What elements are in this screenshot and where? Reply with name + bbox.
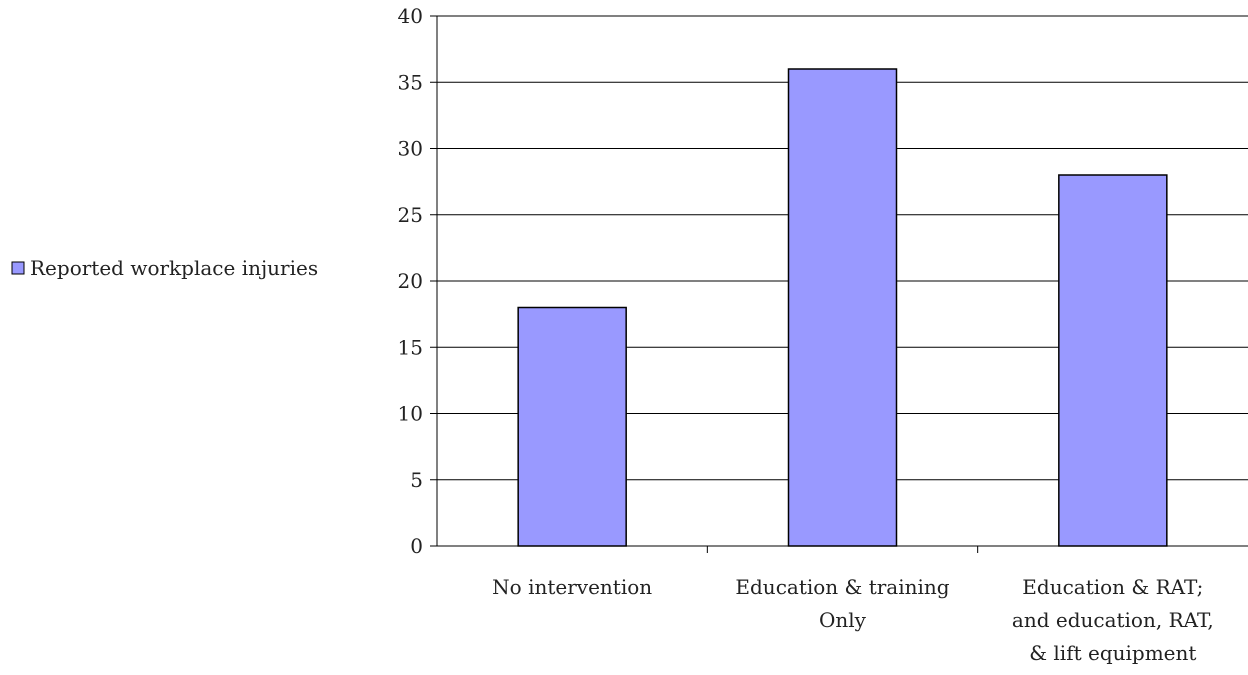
x-tick-label-line: Education & training [735, 575, 949, 599]
axes [430, 15, 1248, 553]
x-tick-label-line: Education & RAT; [1022, 575, 1203, 599]
y-tick-labels: 0 5 10 15 20 25 30 35 40 [398, 4, 423, 558]
x-tick-label: Education & RAT; and education, RAT, & lif… [1012, 575, 1214, 665]
y-tick-label: 10 [398, 402, 423, 426]
y-tick-label: 5 [410, 468, 423, 492]
x-tick-label: Education & training Only [735, 575, 949, 632]
y-tick-label: 0 [410, 534, 423, 558]
y-tick-label: 40 [398, 4, 423, 28]
y-tick-label: 35 [398, 70, 423, 94]
legend: Reported workplace injuries [11, 256, 318, 280]
y-tick-label: 25 [398, 203, 423, 227]
x-tick-labels: No intervention Education & training OnlyE… [492, 575, 1214, 665]
bars [517, 68, 1168, 547]
x-tick-label-line: No intervention [492, 575, 652, 599]
x-tick-label: No intervention [492, 575, 652, 599]
legend-swatch [11, 261, 25, 275]
y-tick-label: 30 [398, 137, 423, 161]
bar [1058, 174, 1168, 547]
x-tick-label-line: & lift equipment [1029, 641, 1196, 665]
y-tick-label: 20 [398, 269, 423, 293]
x-tick-label-line: Only [819, 608, 867, 632]
legend-label: Reported workplace injuries [30, 256, 318, 280]
bar [787, 68, 898, 547]
x-tick-label-line: and education, RAT, [1012, 608, 1214, 632]
y-tick-label: 15 [398, 335, 423, 359]
bar [517, 306, 627, 547]
